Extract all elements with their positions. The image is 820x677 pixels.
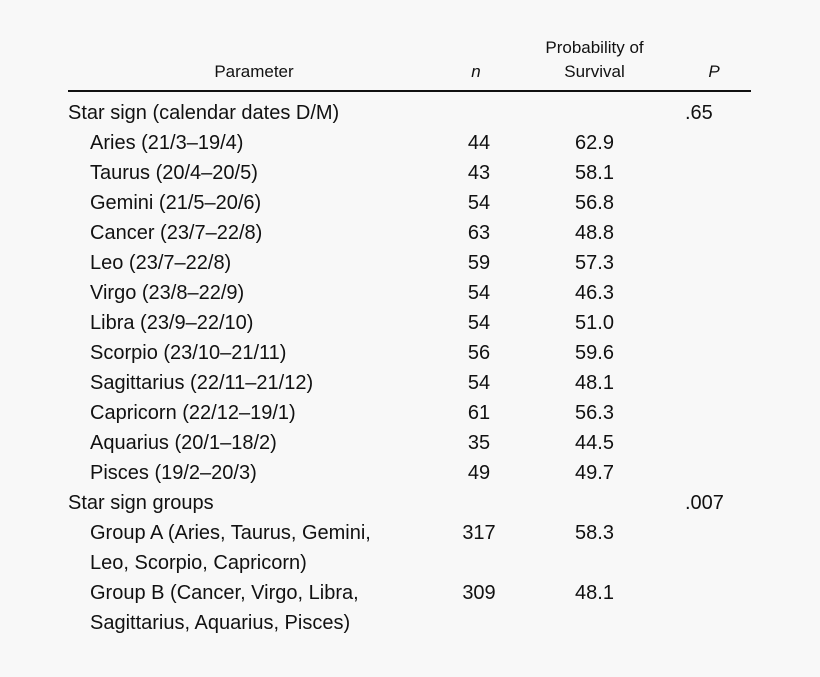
table-row: Cancer (23/7–22/8) 63 48.8 <box>68 218 751 248</box>
table-row: Capricorn (22/12–19/1) 61 56.3 <box>68 398 751 428</box>
row-n: 56 <box>467 342 491 364</box>
section-heading-row: Star sign (calendar dates D/M) .65 <box>68 91 751 128</box>
row-n: 59 <box>467 252 491 274</box>
row-parameter: Libra (23/9–22/10) <box>90 312 254 334</box>
row-parameter: Virgo (23/8–22/9) <box>90 282 245 304</box>
section-title: Star sign groups <box>68 492 214 514</box>
header-row: Parameter n Probability of Survival P <box>68 36 751 92</box>
row-parameter: Scorpio (23/10–21/11) <box>90 342 287 364</box>
row-p-empty <box>677 368 751 398</box>
table-row: Libra (23/9–22/10) 54 51.0 <box>68 308 751 338</box>
section-p-value: .007 <box>685 492 724 514</box>
row-survival: 51.0 <box>575 312 614 334</box>
row-parameter-line1: Group B (Cancer, Virgo, Libra, <box>90 582 359 604</box>
header-n: n <box>440 36 512 92</box>
table-row: Virgo (23/8–22/9) 54 46.3 <box>68 278 751 308</box>
row-survival: 56.3 <box>575 402 614 424</box>
row-parameter: Group B (Cancer, Virgo, Libra, Sagittariu… <box>68 578 440 638</box>
table-body: Star sign (calendar dates D/M) .65 Aries… <box>68 91 751 638</box>
row-p-empty <box>677 338 751 368</box>
table-row: Taurus (20/4–20/5) 43 58.1 <box>68 158 751 188</box>
row-p-empty <box>677 578 751 638</box>
header-parameter: Parameter <box>68 36 440 92</box>
row-n: 309 <box>462 582 496 604</box>
row-parameter: Taurus (20/4–20/5) <box>90 162 258 184</box>
table-row: Leo (23/7–22/8) 59 57.3 <box>68 248 751 278</box>
table-row: Sagittarius (22/11–21/12) 54 48.1 <box>68 368 751 398</box>
table-row: Scorpio (23/10–21/11) 56 59.6 <box>68 338 751 368</box>
row-n: 317 <box>462 522 496 544</box>
row-p-empty <box>677 428 751 458</box>
row-parameter: Cancer (23/7–22/8) <box>90 222 263 244</box>
row-parameter: Pisces (19/2–20/3) <box>90 462 257 484</box>
row-survival: 58.3 <box>575 522 614 544</box>
row-p-empty <box>677 308 751 338</box>
row-p-empty <box>677 398 751 428</box>
row-p-empty <box>677 248 751 278</box>
section-p-value: .65 <box>685 102 713 124</box>
section-heading-row: Star sign groups .007 <box>68 488 751 518</box>
row-parameter: Aries (21/3–19/4) <box>90 132 244 154</box>
row-p-empty <box>677 188 751 218</box>
row-survival: 44.5 <box>575 432 614 454</box>
row-p-empty <box>677 158 751 188</box>
row-parameter: Capricorn (22/12–19/1) <box>90 402 296 424</box>
row-n: 54 <box>467 312 491 334</box>
row-parameter-line1: Group A (Aries, Taurus, Gemini, <box>90 522 371 544</box>
row-n: 61 <box>467 402 491 424</box>
row-survival: 49.7 <box>575 462 614 484</box>
row-n: 54 <box>467 372 491 394</box>
row-parameter-line2: Sagittarius, Aquarius, Pisces) <box>90 612 351 634</box>
row-n: 35 <box>467 432 491 454</box>
row-survival: 57.3 <box>575 252 614 274</box>
row-n: 44 <box>467 132 491 154</box>
row-survival: 48.8 <box>575 222 614 244</box>
header-p: P <box>677 36 751 92</box>
row-parameter-line2: Leo, Scorpio, Capricorn) <box>90 552 307 574</box>
table-row: Gemini (21/5–20/6) 54 56.8 <box>68 188 751 218</box>
row-n: 43 <box>467 162 491 184</box>
table-header: Parameter n Probability of Survival P <box>68 36 751 92</box>
row-p-empty <box>677 458 751 488</box>
table-row: Group A (Aries, Taurus, Gemini, Leo, Scor… <box>68 518 751 578</box>
row-parameter: Group A (Aries, Taurus, Gemini, Leo, Scor… <box>68 518 440 578</box>
row-survival: 59.6 <box>575 342 614 364</box>
row-survival: 48.1 <box>575 372 614 394</box>
row-survival: 58.1 <box>575 162 614 184</box>
row-survival: 46.3 <box>575 282 614 304</box>
table-row: Group B (Cancer, Virgo, Libra, Sagittariu… <box>68 578 751 638</box>
row-survival: 62.9 <box>575 132 614 154</box>
row-p-empty <box>677 278 751 308</box>
table-row: Pisces (19/2–20/3) 49 49.7 <box>68 458 751 488</box>
header-probability-of-survival: Probability of Survival <box>512 36 677 92</box>
row-p-empty <box>677 128 751 158</box>
row-n: 54 <box>467 282 491 304</box>
table-row: Aries (21/3–19/4) 44 62.9 <box>68 128 751 158</box>
row-parameter: Aquarius (20/1–18/2) <box>90 432 277 454</box>
row-parameter: Leo (23/7–22/8) <box>90 252 232 274</box>
star-sign-survival-table: Parameter n Probability of Survival P Sta… <box>68 36 751 638</box>
row-n: 49 <box>467 462 491 484</box>
section-title: Star sign (calendar dates D/M) <box>68 102 340 124</box>
row-n: 63 <box>467 222 491 244</box>
row-parameter: Gemini (21/5–20/6) <box>90 192 262 214</box>
row-n: 54 <box>467 192 491 214</box>
survival-table-container: Parameter n Probability of Survival P Sta… <box>68 36 751 638</box>
row-p-empty <box>677 218 751 248</box>
header-probability-line1: Probability of <box>545 38 644 57</box>
row-survival: 48.1 <box>575 582 614 604</box>
table-row: Aquarius (20/1–18/2) 35 44.5 <box>68 428 751 458</box>
header-probability-line2: Survival <box>564 62 625 81</box>
row-survival: 56.8 <box>575 192 614 214</box>
row-p-empty <box>677 518 751 578</box>
row-parameter: Sagittarius (22/11–21/12) <box>90 372 314 394</box>
